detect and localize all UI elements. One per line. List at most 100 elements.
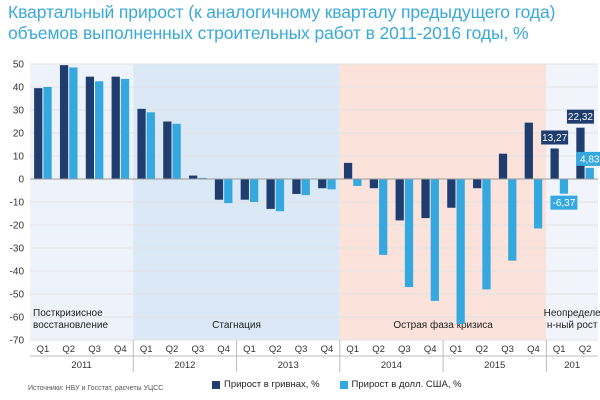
x-tick-label: Q3 (501, 344, 514, 355)
bar-usd (482, 179, 491, 290)
y-tick-label: 50 (13, 60, 25, 71)
chart-title: Квартальный прирост (к аналогичному квар… (8, 2, 598, 44)
data-label-box (541, 130, 569, 145)
bar-usd (43, 87, 52, 179)
phase-label: Посткризисное (33, 308, 103, 319)
bar-uah (498, 153, 508, 179)
y-tick-label: 40 (13, 83, 25, 94)
y-tick-label: 10 (13, 152, 25, 163)
y-tick-label: -10 (10, 198, 25, 209)
phase-label: восстановление (33, 320, 108, 331)
year-label: 2011 (71, 360, 91, 371)
legend-item-usd: Прирост в долл. США, % (339, 379, 462, 390)
bar-usd (353, 179, 362, 186)
bar-uah (292, 179, 301, 194)
x-tick-label: Q3 (191, 344, 204, 355)
x-tick-label: Q1 (346, 344, 359, 355)
x-tick-label: Q2 (62, 344, 75, 355)
data-label: 4,83 (580, 154, 600, 165)
x-tick-label: Q3 (88, 344, 101, 355)
phase-label: Острая фаза кризиса (393, 319, 493, 331)
y-tick-label: 20 (13, 129, 25, 140)
legend-label-uah: Прирост в гривнах, % (224, 379, 320, 390)
bar-usd (172, 123, 181, 179)
bar-uah (137, 108, 146, 179)
bar-uah (214, 179, 224, 200)
bar-uah (447, 179, 456, 208)
bar-usd (275, 179, 285, 212)
bar-usd (198, 177, 207, 179)
x-tick-label: Q4 (114, 344, 127, 355)
chart-title-line-2: объемов выполненных строительных работ в… (8, 23, 529, 43)
bar-uah (473, 179, 482, 189)
x-tick-label: Q2 (579, 344, 592, 355)
y-tick-label: 0 (18, 175, 24, 186)
phase-label: Стагнация (212, 320, 261, 331)
bar-usd (533, 179, 543, 229)
phase-label: Неопределе (544, 308, 600, 319)
bar-uah (111, 76, 120, 179)
year-label: 2014 (381, 360, 402, 371)
bar-usd (508, 179, 517, 261)
data-label-box (566, 109, 594, 124)
year-label: 2015 (484, 360, 505, 371)
bar-usd (69, 67, 78, 179)
y-tick-label: -50 (10, 290, 25, 301)
bar-uah (318, 179, 327, 189)
legend-swatch-uah (212, 380, 220, 389)
y-tick-label: -30 (10, 244, 25, 255)
y-tick-label: -20 (10, 221, 25, 232)
chart-title-line-1: Квартальный прирост (к аналогичному квар… (8, 2, 556, 22)
bar-usd (430, 179, 439, 301)
y-tick-label: 30 (13, 106, 25, 117)
bar-uah (550, 148, 559, 179)
year-label: 2013 (278, 360, 299, 371)
x-tick-label: Q1 (140, 344, 153, 355)
bar-usd (559, 179, 569, 194)
phase-label: н-ный рост (547, 320, 598, 331)
bar-usd (301, 179, 310, 196)
x-tick-label: Q2 (372, 344, 385, 355)
x-tick-label: Q1 (450, 344, 463, 355)
y-tick-label: -60 (10, 313, 25, 324)
y-tick-label: -40 (10, 267, 25, 278)
chart-legend: Прирост в гривнах, % Прирост в долл. США… (212, 379, 462, 390)
year-label: 2012 (174, 360, 195, 371)
x-tick-label: Q2 (166, 344, 179, 355)
x-tick-label: Q4 (217, 344, 230, 355)
data-label: -6,37 (553, 198, 576, 209)
x-tick-label: Q3 (295, 344, 308, 355)
data-label: 13,27 (542, 133, 567, 144)
bar-usd (95, 81, 104, 179)
data-label: 22,32 (568, 112, 593, 123)
x-tick-label: Q1 (243, 344, 256, 355)
x-tick-label: Q1 (37, 344, 50, 355)
source-note: Источники: НБУ и Госстат, расчеты УЦСС (28, 385, 164, 392)
bar-usd (585, 167, 594, 179)
bar-uah (369, 179, 379, 189)
bar-uah (266, 179, 275, 209)
bar-uah (59, 65, 69, 179)
bar-usd (379, 179, 388, 255)
bar-uah (85, 76, 95, 179)
bar-uah (343, 162, 353, 179)
bar-usd (327, 179, 336, 190)
bar-uah (240, 179, 249, 200)
data-label-box (550, 195, 578, 210)
bar-usd (249, 179, 259, 202)
legend-label-usd: Прирост в долл. США, % (351, 379, 462, 390)
bar-uah (421, 179, 430, 219)
bar-uah (524, 122, 533, 179)
bar-usd (224, 179, 233, 204)
bar-uah (189, 175, 198, 179)
legend-swatch-usd (339, 380, 348, 389)
x-tick-label: Q4 (321, 344, 334, 355)
x-tick-label: Q2 (475, 344, 488, 355)
x-tick-label: Q4 (527, 344, 540, 355)
bar-usd (120, 78, 130, 179)
x-tick-label: Q2 (269, 344, 282, 355)
bar-uah (163, 121, 172, 179)
bar-uah (395, 179, 404, 221)
